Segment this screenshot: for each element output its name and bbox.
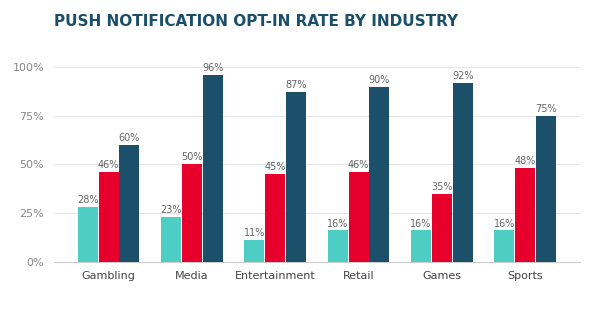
Bar (182, 164, 202, 262)
Bar (515, 168, 535, 262)
Text: 96%: 96% (202, 63, 224, 73)
Text: 28%: 28% (77, 195, 99, 205)
Bar (78, 207, 97, 262)
Bar (411, 230, 431, 262)
Text: 50%: 50% (181, 152, 203, 162)
Text: 75%: 75% (535, 104, 557, 114)
Text: 60%: 60% (119, 133, 140, 143)
Bar (328, 230, 348, 262)
Bar (286, 93, 306, 262)
Text: 23%: 23% (160, 205, 182, 215)
Bar (370, 86, 389, 262)
Text: 16%: 16% (410, 219, 432, 228)
Bar (120, 145, 139, 262)
Bar (536, 116, 556, 262)
Bar (266, 174, 285, 262)
Text: 48%: 48% (515, 156, 536, 166)
Text: 16%: 16% (494, 219, 515, 228)
Text: 35%: 35% (431, 182, 453, 192)
Text: PUSH NOTIFICATION OPT-IN RATE BY INDUSTRY: PUSH NOTIFICATION OPT-IN RATE BY INDUSTR… (54, 14, 458, 29)
Text: 45%: 45% (264, 162, 286, 172)
Bar (349, 172, 368, 262)
Bar (245, 240, 264, 262)
Text: 92%: 92% (452, 71, 474, 81)
Text: 46%: 46% (98, 160, 119, 170)
Text: 16%: 16% (327, 219, 349, 228)
Text: 11%: 11% (244, 228, 265, 238)
Text: 87%: 87% (285, 80, 307, 91)
Bar (203, 75, 223, 262)
Bar (432, 194, 452, 262)
Text: 90%: 90% (369, 75, 390, 85)
Bar (495, 230, 514, 262)
Text: 46%: 46% (348, 160, 370, 170)
Bar (99, 172, 118, 262)
Bar (161, 217, 181, 262)
Bar (453, 83, 473, 262)
